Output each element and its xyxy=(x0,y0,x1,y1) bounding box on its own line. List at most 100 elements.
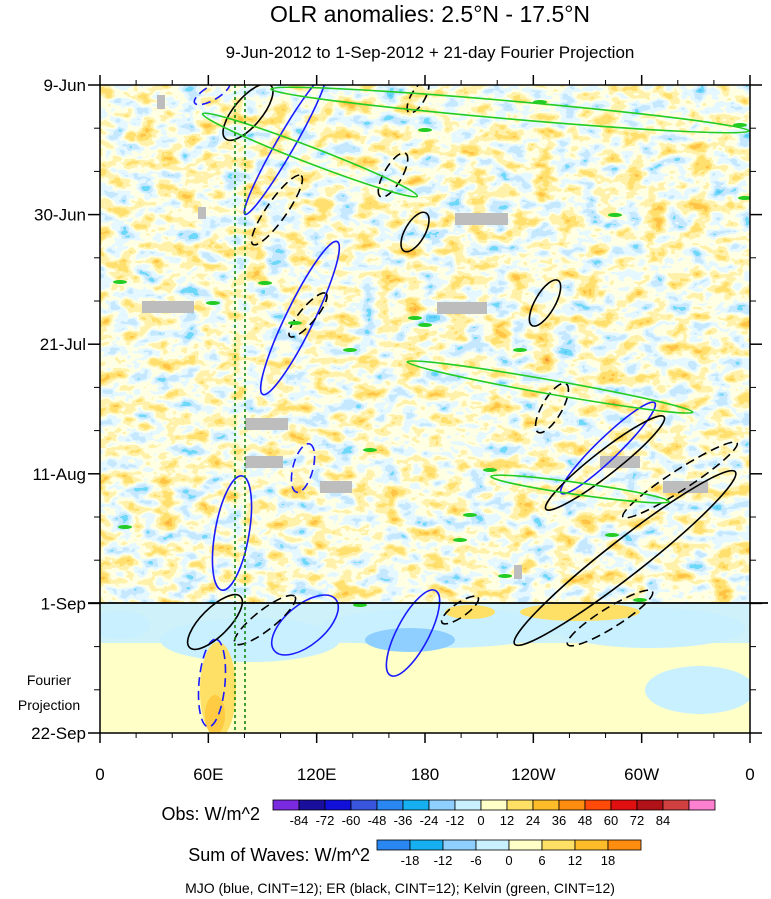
colorbar-level-label: -72 xyxy=(316,813,335,828)
colorbar-level-label: -12 xyxy=(434,853,453,868)
wave-contours xyxy=(113,85,750,728)
projection-label-line2: Projection xyxy=(18,697,80,713)
colorbar-level-label: -36 xyxy=(394,813,413,828)
colorbar-swatch xyxy=(454,799,482,811)
colorbar-level-label: 12 xyxy=(568,853,582,868)
legend-footnote: MJO (blue, CINT=12); ER (black, CINT=12)… xyxy=(185,880,615,896)
projection-label-line1: Fourier xyxy=(27,672,72,688)
colorbar-level-label: 18 xyxy=(601,853,615,868)
er-contour xyxy=(186,593,244,651)
kelvin-contour-fragment xyxy=(463,513,477,517)
kelvin-contour-fragment xyxy=(533,100,547,104)
colorbar-swatch xyxy=(376,839,411,851)
missing-data-patch xyxy=(245,456,283,468)
colorbar-swatch xyxy=(350,799,378,811)
kelvin-contour-fragment xyxy=(608,213,622,217)
colorbar-swatch xyxy=(298,799,326,811)
colorbar-swatch xyxy=(508,839,543,851)
colorbar-swatch xyxy=(610,799,638,811)
colorbar-swatch xyxy=(688,799,716,811)
kelvin-contour xyxy=(270,86,750,134)
y-tick-label: 11-Aug xyxy=(32,465,86,484)
missing-data-patch xyxy=(437,302,487,314)
obs-colorbar-label: Obs: W/m^2 xyxy=(162,804,260,824)
kelvin-contour-fragment xyxy=(206,301,220,305)
observed-anomaly-field xyxy=(100,85,750,603)
chart-subtitle: 9-Jun-2012 to 1-Sep-2012 + 21-day Fourie… xyxy=(226,43,635,62)
colorbar-swatch xyxy=(506,799,534,811)
mjo-contour xyxy=(193,85,231,106)
colorbar-level-label: 12 xyxy=(500,813,514,828)
missing-data-patch xyxy=(514,565,522,579)
er-contour xyxy=(288,292,328,338)
colorbar-swatch xyxy=(324,799,352,811)
kelvin-contour xyxy=(490,474,670,504)
colorbar-level-label: -6 xyxy=(470,853,482,868)
colorbar-swatch xyxy=(402,799,430,811)
y-tick-label: 21-Jul xyxy=(40,335,86,354)
colorbar-level-label: 24 xyxy=(526,813,540,828)
missing-data-patch xyxy=(455,213,508,225)
x-tick-label: 180 xyxy=(411,765,439,784)
colorbar-level-label: -18 xyxy=(401,853,420,868)
kelvin-contour-fragment xyxy=(418,128,432,132)
kelvin-contour-fragment xyxy=(258,281,272,285)
kelvin-contour-fragment xyxy=(408,316,422,320)
mjo-contour xyxy=(243,85,327,216)
colorbar-swatch xyxy=(636,799,664,811)
kelvin-contour-fragment xyxy=(353,603,367,607)
colorbar-level-label: 0 xyxy=(505,853,512,868)
er-contour xyxy=(400,211,430,253)
y-axis: 9-Jun 30-Jun 21-Jul 11-Aug 1-Sep 22-Sep xyxy=(31,76,762,743)
missing-data-patch xyxy=(198,207,206,219)
mjo-contour xyxy=(290,442,316,494)
colorbar-level-label: -48 xyxy=(368,813,387,828)
kelvin-contour-fragment xyxy=(498,574,512,578)
x-tick-label: 0 xyxy=(95,765,104,784)
y-tick-label: 9-Jun xyxy=(43,76,86,95)
colorbar-swatch xyxy=(541,839,576,851)
colorbar-level-label: -12 xyxy=(446,813,465,828)
kelvin-contour-fragment xyxy=(733,123,747,127)
kelvin-contour-fragment xyxy=(513,348,527,352)
mjo-contour xyxy=(211,475,253,591)
colorbar-level-label: -60 xyxy=(342,813,361,828)
colorbar-swatch xyxy=(480,799,508,811)
colorbar-swatch xyxy=(558,799,586,811)
colorbar-level-label: 0 xyxy=(477,813,484,828)
colorbar-swatch xyxy=(272,799,300,811)
kelvin-contour-fragment xyxy=(483,468,497,472)
x-tick-label: 120E xyxy=(297,765,337,784)
x-tick-label: 60W xyxy=(624,765,659,784)
missing-data-patch xyxy=(245,418,288,430)
kelvin-contour-fragment xyxy=(288,321,302,325)
missing-data-patch xyxy=(663,481,708,493)
colorbar-level-label: -84 xyxy=(290,813,309,828)
kelvin-contour-fragment xyxy=(605,533,619,537)
waves-colorbar: -18 -12 -6 0 6 12 18 xyxy=(376,839,642,868)
colorbar-swatch xyxy=(574,839,609,851)
colorbar-level-label: 84 xyxy=(656,813,670,828)
y-tick-label: 30-Jun xyxy=(34,206,86,225)
er-contour xyxy=(621,441,739,519)
colorbar-swatch xyxy=(607,839,642,851)
y-tick-label: 22-Sep xyxy=(31,724,86,743)
kelvin-contour-fragment xyxy=(363,448,377,452)
colorbar-swatch xyxy=(428,799,456,811)
kelvin-contour-fragment xyxy=(633,598,647,602)
colorbar-swatch xyxy=(409,839,444,851)
kelvin-contour-fragment xyxy=(453,538,467,542)
kelvin-contour-fragment xyxy=(343,348,357,352)
colorbar-swatch xyxy=(475,839,510,851)
mjo-contour xyxy=(270,594,340,656)
projection-field xyxy=(100,603,750,733)
plot-area xyxy=(100,85,750,733)
colorbar-level-label: 6 xyxy=(538,853,545,868)
x-tick-label: 60E xyxy=(193,765,223,784)
colorbar-swatch xyxy=(662,799,690,811)
er-contour xyxy=(233,594,297,646)
colorbar-swatch xyxy=(584,799,612,811)
colorbar-swatch xyxy=(442,839,477,851)
kelvin-contour-fragment xyxy=(738,196,750,200)
